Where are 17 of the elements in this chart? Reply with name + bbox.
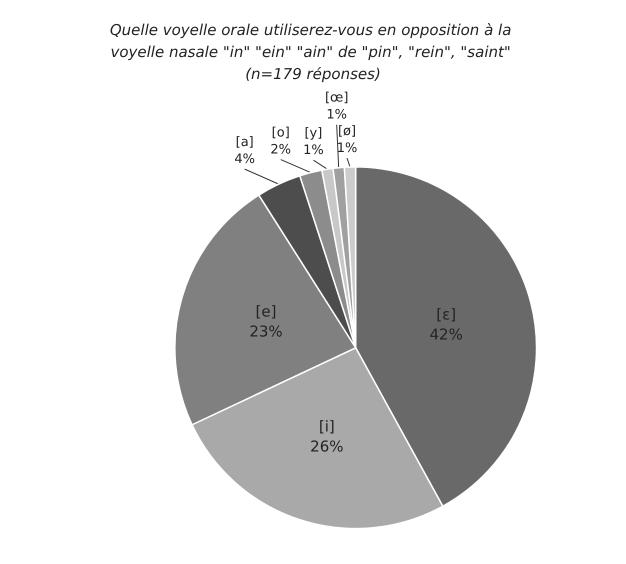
slice-label: [ε] — [436, 306, 456, 324]
chart-title: Quelle voyelle orale utiliserez-vous en opposition à la voyelle nasale "in" "ein" "ain" de "pin", "rein", "saint" (n=179 réponses) — [110, 21, 516, 83]
slice-label: [e] — [256, 302, 276, 321]
data-label: 26% — [310, 438, 344, 456]
data-label: 1% — [303, 143, 324, 158]
slice-label: [y] — [304, 126, 322, 142]
data-label: 4% — [234, 152, 256, 168]
data-label: 23% — [249, 322, 283, 341]
data-label: 42% — [430, 326, 463, 344]
slice-label: [i] — [318, 418, 335, 436]
slice-label: [œ] — [324, 90, 348, 106]
slice-label: [a] — [236, 135, 254, 150]
data-label: 1% — [336, 141, 358, 156]
data-label: 1% — [326, 108, 347, 123]
slice-label: [o] — [272, 126, 290, 141]
data-label: 2% — [270, 142, 292, 158]
slice-label: [ø] — [338, 124, 356, 140]
